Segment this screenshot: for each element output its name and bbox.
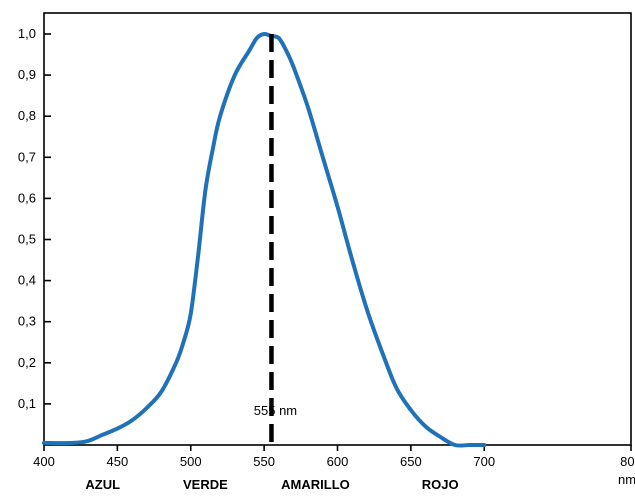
axis-ticks: [43, 33, 632, 451]
x-axis-unit: nm: [618, 472, 635, 487]
plot-frame: [43, 12, 632, 446]
x-tick-label: 500: [180, 454, 202, 469]
axis-labels: 0,1 0,2 0,3 0,4 0,5 0,6 0,7 0,8 0,9 1,0 400 450 500 5…: [18, 26, 635, 469]
reference-line-label: 555 nm: [254, 403, 297, 418]
x-tick-label: 700: [473, 454, 495, 469]
color-band-label: VERDE: [183, 477, 228, 492]
y-tick-label: 0,4: [18, 273, 36, 288]
color-band-label: ROJO: [422, 477, 459, 492]
y-tick-label: 0,1: [18, 396, 36, 411]
x-tick-label: 550: [253, 454, 275, 469]
y-tick-label: 1,0: [18, 26, 36, 41]
y-tick-label: 0,7: [18, 149, 36, 164]
x-tick-label: 400: [33, 454, 55, 469]
y-tick-label: 0,3: [18, 314, 36, 329]
x-tick-label: 650: [400, 454, 422, 469]
x-tick-label: 450: [107, 454, 129, 469]
y-tick-label: 0,5: [18, 232, 36, 247]
color-band-label: AMARILLO: [281, 477, 350, 492]
x-tick-label: 800: [620, 454, 635, 469]
color-band-label: AZUL: [85, 477, 120, 492]
y-tick-label: 0,9: [18, 67, 36, 82]
y-tick-label: 0,8: [18, 108, 36, 123]
color-band-labels: AZUL VERDE AMARILLO ROJO: [85, 477, 458, 492]
y-tick-label: 0,6: [18, 190, 36, 205]
sensitivity-curve: [42, 31, 487, 448]
y-tick-label: 0,2: [18, 355, 36, 370]
x-tick-label: 600: [327, 454, 349, 469]
